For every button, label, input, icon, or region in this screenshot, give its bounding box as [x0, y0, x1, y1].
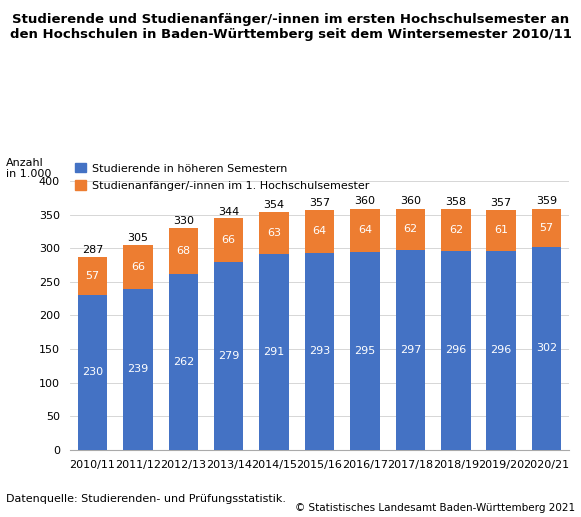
Text: 297: 297 [400, 345, 421, 355]
Text: 295: 295 [354, 346, 375, 356]
Text: 291: 291 [264, 347, 285, 357]
Bar [259, 212, 289, 254]
Text: 287: 287 [82, 245, 103, 255]
Text: 61: 61 [494, 225, 508, 235]
Bar [214, 262, 243, 450]
Text: 68: 68 [176, 246, 191, 256]
Text: 359: 359 [536, 196, 557, 206]
Text: 64: 64 [358, 225, 372, 235]
Text: Anzahl
in 1.000: Anzahl in 1.000 [6, 158, 51, 179]
Bar [168, 228, 198, 273]
Bar [305, 210, 334, 253]
Bar [396, 208, 425, 250]
Text: 357: 357 [491, 198, 512, 208]
Bar [123, 245, 153, 289]
Text: 330: 330 [173, 216, 194, 226]
Text: 62: 62 [449, 225, 463, 235]
Text: 296: 296 [445, 345, 467, 355]
Text: 302: 302 [536, 343, 557, 353]
Text: 279: 279 [218, 351, 239, 361]
Bar [396, 250, 425, 450]
Bar [441, 209, 471, 251]
Text: 262: 262 [173, 357, 194, 367]
Text: 296: 296 [490, 345, 512, 355]
Bar [123, 289, 153, 450]
Bar [441, 251, 471, 450]
Text: 66: 66 [131, 262, 145, 272]
Text: 57: 57 [540, 223, 554, 233]
Bar [350, 251, 380, 450]
Bar [168, 273, 198, 450]
Bar [486, 251, 516, 450]
Text: Datenquelle: Studierenden- und Prüfungsstatistik.: Datenquelle: Studierenden- und Prüfungss… [6, 494, 286, 504]
Bar [532, 247, 561, 450]
Text: 344: 344 [218, 207, 239, 217]
Text: 64: 64 [313, 226, 327, 236]
Text: 293: 293 [309, 346, 330, 356]
Text: 239: 239 [127, 364, 149, 374]
Bar [214, 218, 243, 262]
Text: 360: 360 [400, 196, 421, 206]
Text: 62: 62 [403, 224, 418, 234]
Text: 63: 63 [267, 228, 281, 238]
Text: 230: 230 [82, 368, 103, 377]
Text: 305: 305 [127, 233, 148, 243]
Bar [350, 208, 380, 251]
Text: © Statistisches Landesamt Baden-Württemberg 2021: © Statistisches Landesamt Baden-Württemb… [295, 503, 575, 513]
Text: 354: 354 [264, 200, 285, 210]
Text: 358: 358 [445, 197, 467, 207]
Bar [78, 295, 107, 450]
Bar [532, 208, 561, 247]
Text: 57: 57 [85, 271, 99, 281]
Bar [486, 210, 516, 251]
Text: 66: 66 [222, 235, 236, 245]
Bar [305, 253, 334, 450]
Bar [78, 257, 107, 295]
Legend: Studierende in höheren Semestern, Studienanfänger/-innen im 1. Hochschulsemester: Studierende in höheren Semestern, Studie… [76, 163, 370, 191]
Text: 357: 357 [309, 198, 330, 208]
Text: Studierende und Studienanfänger/-innen im ersten Hochschulsemester an
den Hochsc: Studierende und Studienanfänger/-innen i… [9, 13, 572, 41]
Text: 360: 360 [354, 196, 375, 206]
Bar [259, 254, 289, 450]
